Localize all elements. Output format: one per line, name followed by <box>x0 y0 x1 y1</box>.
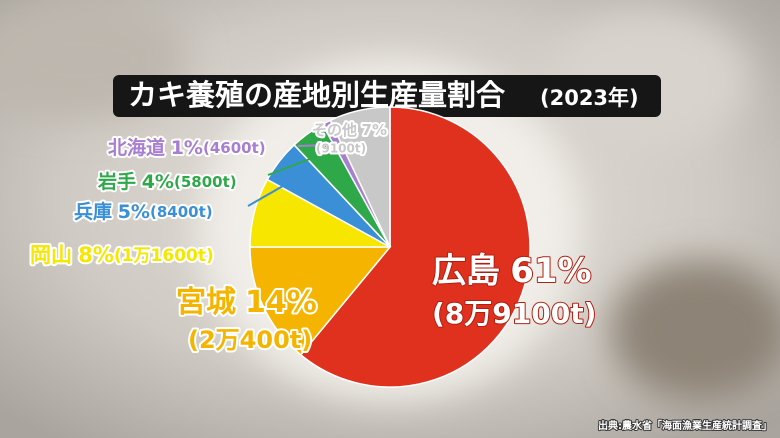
amount-label: (2万400t) <box>188 326 312 354</box>
value-label: 1% <box>171 137 203 159</box>
value-label: 5% <box>118 201 150 223</box>
chart-subtitle: (2023年) <box>540 86 639 110</box>
pie-slice <box>299 106 531 388</box>
category-label: 兵庫 <box>74 200 112 223</box>
leader-line <box>325 134 366 151</box>
category-label: 北海道 <box>108 136 165 159</box>
chart-title: カキ養殖の産地別生産量割合 <box>128 78 506 112</box>
leader-line <box>267 153 323 176</box>
slice-label: 岡山 8%(1万1600t) <box>30 243 214 267</box>
amount-label: (1万1600t) <box>114 246 214 266</box>
value-label: 14% <box>245 285 317 320</box>
source: 出典:農水省「海面漁業生産統計調査」 <box>598 419 772 432</box>
slice-label: 広島 61% <box>432 251 592 291</box>
slice-label: 兵庫 5%(8400t) <box>74 200 213 223</box>
category-label: 岩手 <box>97 170 136 193</box>
amount-label: (8400t) <box>150 203 213 221</box>
amount-label: (9100t) <box>316 142 366 156</box>
amount-label: (4600t) <box>203 139 266 157</box>
pie-slice <box>249 246 392 356</box>
value-label: 8% <box>78 243 114 267</box>
slice-label: 岩手 4%(5800t) <box>97 170 237 193</box>
value-label: 7% <box>362 121 387 139</box>
title-box <box>113 75 661 117</box>
category-label: 広島 <box>432 251 500 291</box>
leader-line <box>297 143 338 147</box>
category-label: その他 <box>312 121 357 139</box>
value-label: 4% <box>142 171 174 193</box>
amount-label: (8万9100t) <box>432 297 596 330</box>
slice-label: 宮城 14% <box>176 285 317 320</box>
amount-label: (5800t) <box>174 173 237 191</box>
value-label: 61% <box>510 251 591 291</box>
category-label: 宮城 <box>176 285 236 320</box>
leader-line <box>247 175 300 207</box>
slice-label: その他 7% <box>312 121 387 139</box>
slice-label: 北海道 1%(4600t) <box>108 136 266 159</box>
category-label: 岡山 <box>30 243 72 267</box>
